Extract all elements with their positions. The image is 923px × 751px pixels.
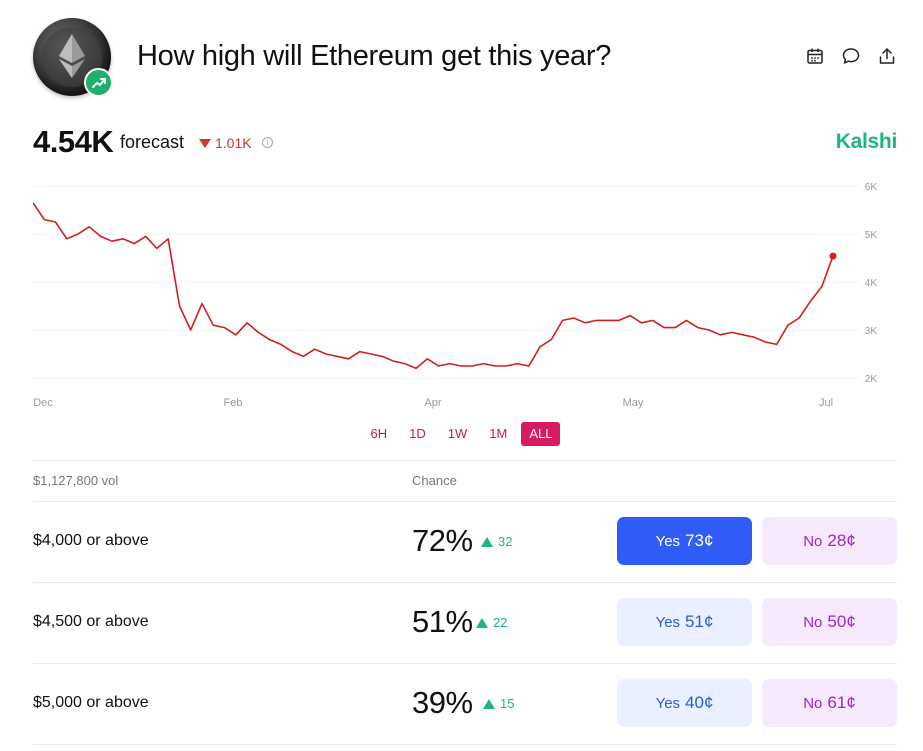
no-price: 50¢ <box>827 612 856 631</box>
time-range-1d[interactable]: 1D <box>409 426 426 441</box>
yes-price: 51¢ <box>685 612 714 631</box>
x-tick-label: Jul <box>819 397 833 409</box>
buy-yes-button[interactable]: Yes 40¢ <box>617 679 752 727</box>
y-tick-label: 2K <box>865 374 878 385</box>
no-label: No <box>803 694 823 712</box>
chance-change-value: 15 <box>500 696 515 711</box>
divider <box>33 582 897 583</box>
ethereum-coin-icon <box>33 18 111 96</box>
share-icon[interactable] <box>877 46 897 66</box>
buy-no-button[interactable]: No 61¢ <box>762 679 897 727</box>
up-arrow-icon <box>481 536 493 547</box>
divider <box>33 501 897 502</box>
divider <box>33 663 897 664</box>
market-row[interactable]: $4,000 or above 72% 32 Yes 73¢ No 28¢ <box>33 501 897 582</box>
trending-up-icon <box>84 68 113 97</box>
time-range-1m[interactable]: 1M <box>489 426 508 441</box>
time-range-all[interactable]: ALL <box>521 422 561 446</box>
forecast-delta: 1.01K <box>199 135 252 151</box>
market-row-label: $4,000 or above <box>33 532 149 549</box>
market-row[interactable]: $4,500 or above 51% 22 Yes 51¢ No 50¢ <box>33 582 897 663</box>
comment-icon[interactable] <box>841 46 861 66</box>
chance-change: 15 <box>483 696 514 711</box>
chance-change-value: 22 <box>493 615 508 630</box>
yes-label: Yes <box>655 532 681 550</box>
buy-yes-button[interactable]: Yes 51¢ <box>617 598 752 646</box>
market-row-label: $4,500 or above <box>33 613 149 630</box>
x-tick-label: Feb <box>224 397 243 409</box>
no-label: No <box>803 532 823 550</box>
buy-yes-button[interactable]: Yes 73¢ <box>617 517 752 565</box>
chance-change-value: 32 <box>498 534 513 549</box>
no-label: No <box>803 613 823 631</box>
x-tick-label: Apr <box>424 397 441 409</box>
y-tick-label: 3K <box>865 326 878 337</box>
up-arrow-icon <box>483 698 495 709</box>
yes-price: 73¢ <box>685 531 714 550</box>
buy-no-button[interactable]: No 50¢ <box>762 598 897 646</box>
y-tick-label: 5K <box>865 230 878 241</box>
time-range-1w[interactable]: 1W <box>447 426 468 441</box>
market-header: How high will Ethereum get this year? <box>33 18 897 98</box>
no-price: 28¢ <box>827 531 856 550</box>
time-range-selector: 6H 1D 1W 1M ALL <box>0 422 923 446</box>
up-arrow-icon <box>476 617 488 628</box>
chance-value: 51% <box>412 604 473 639</box>
divider <box>33 460 897 461</box>
brand-logo[interactable]: Kalshi <box>835 130 898 153</box>
forecast-value: 4.54K <box>33 124 114 159</box>
chance-change: 22 <box>476 615 507 630</box>
chance-header: Chance <box>412 473 457 488</box>
chance-value: 39% <box>412 685 473 720</box>
volume-label: $1,127,800 vol <box>33 473 119 488</box>
divider <box>33 744 897 745</box>
yes-label: Yes <box>655 613 681 631</box>
chance-change: 32 <box>481 534 512 549</box>
time-range-6h[interactable]: 6H <box>370 426 388 441</box>
yes-price: 40¢ <box>685 693 714 712</box>
market-row-label: $5,000 or above <box>33 694 149 711</box>
forecast-label: forecast <box>120 132 185 152</box>
y-tick-label: 4K <box>865 278 878 289</box>
x-tick-label: May <box>623 397 644 409</box>
no-price: 61¢ <box>827 693 856 712</box>
calendar-icon[interactable] <box>805 46 825 66</box>
info-icon[interactable]: i <box>262 137 273 148</box>
y-tick-label: 6K <box>865 182 878 193</box>
current-price-marker <box>829 252 837 260</box>
forecast-summary: 4.54K forecast 1.01K i Kalshi <box>33 122 897 162</box>
forecast-delta-value: 1.01K <box>215 135 252 151</box>
yes-label: Yes <box>655 694 681 712</box>
page-title: How high will Ethereum get this year? <box>137 40 612 72</box>
x-tick-label: Dec <box>33 397 53 409</box>
down-arrow-icon <box>199 138 211 148</box>
buy-no-button[interactable]: No 28¢ <box>762 517 897 565</box>
market-row[interactable]: $5,000 or above 39% 15 Yes 40¢ No 61¢ <box>33 663 897 744</box>
price-chart: 6K 5K 4K 3K 2K Dec Feb Apr May Jul <box>33 182 878 409</box>
price-line <box>33 202 834 370</box>
chance-value: 72% <box>412 523 473 558</box>
